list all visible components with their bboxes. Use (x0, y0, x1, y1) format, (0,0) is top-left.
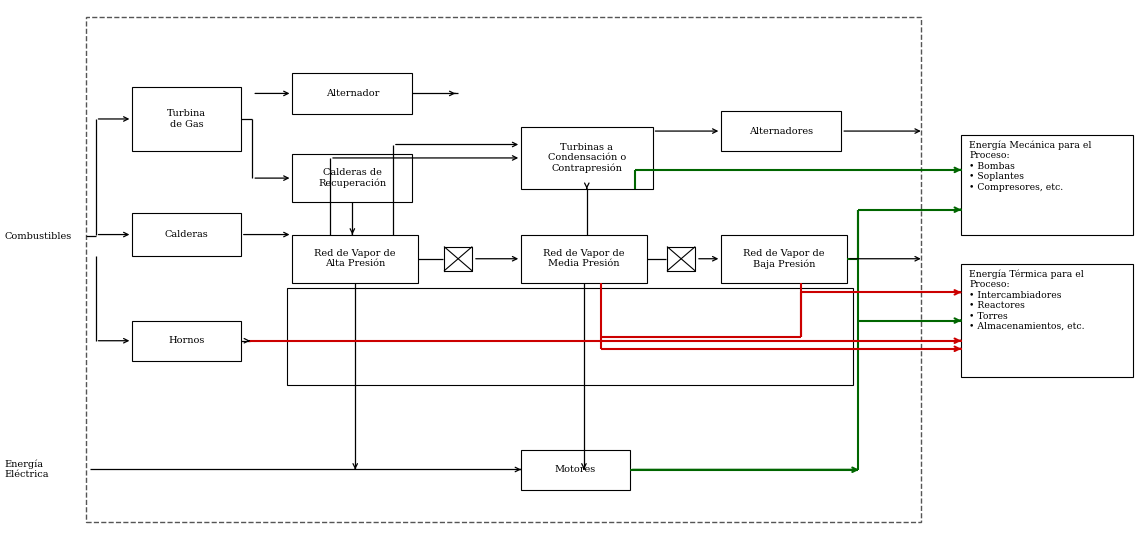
Text: Hornos: Hornos (168, 336, 205, 345)
FancyBboxPatch shape (721, 234, 847, 283)
FancyBboxPatch shape (962, 135, 1132, 234)
Text: Turbinas a
Condensación o
Contrapresión: Turbinas a Condensación o Contrapresión (547, 143, 626, 173)
FancyBboxPatch shape (521, 450, 630, 490)
FancyBboxPatch shape (292, 73, 412, 114)
FancyBboxPatch shape (962, 264, 1132, 377)
Text: Calderas: Calderas (165, 230, 208, 239)
FancyBboxPatch shape (521, 127, 653, 189)
FancyBboxPatch shape (132, 321, 240, 361)
FancyBboxPatch shape (521, 234, 647, 283)
Text: Red de Vapor de
Alta Presión: Red de Vapor de Alta Presión (315, 249, 396, 268)
FancyBboxPatch shape (292, 154, 412, 202)
Text: Alternadores: Alternadores (749, 127, 813, 136)
FancyBboxPatch shape (132, 213, 240, 256)
Text: Energía
Eléctrica: Energía Eléctrica (5, 460, 48, 480)
FancyBboxPatch shape (286, 288, 853, 385)
Text: Red de Vapor de
Baja Presión: Red de Vapor de Baja Presión (743, 248, 824, 269)
Text: Motores: Motores (554, 465, 597, 474)
Text: Combustibles: Combustibles (5, 232, 71, 241)
FancyBboxPatch shape (721, 111, 842, 151)
Text: Turbina
de Gas: Turbina de Gas (167, 109, 206, 129)
FancyBboxPatch shape (132, 87, 240, 151)
Text: Red de Vapor de
Media Presión: Red de Vapor de Media Presión (543, 249, 625, 268)
Text: Energía Térmica para el
Proceso:
• Intercambiadores
• Reactores
• Torres
• Almac: Energía Térmica para el Proceso: • Inter… (970, 270, 1085, 331)
Text: Alternador: Alternador (325, 89, 379, 98)
FancyBboxPatch shape (292, 234, 418, 283)
Text: Calderas de
Recuperación: Calderas de Recuperación (318, 168, 386, 188)
Text: Energía Mecánica para el
Proceso:
• Bombas
• Soplantes
• Compresores, etc.: Energía Mecánica para el Proceso: • Bomb… (970, 141, 1092, 191)
